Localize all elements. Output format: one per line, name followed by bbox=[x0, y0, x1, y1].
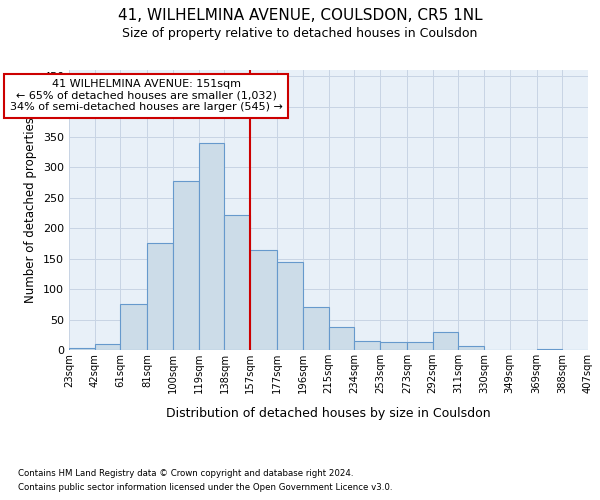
Text: Contains HM Land Registry data © Crown copyright and database right 2024.: Contains HM Land Registry data © Crown c… bbox=[18, 468, 353, 477]
Bar bbox=[303, 308, 329, 350]
Bar bbox=[69, 348, 95, 350]
Bar bbox=[458, 346, 484, 350]
Bar bbox=[148, 244, 173, 350]
Text: Distribution of detached houses by size in Coulsdon: Distribution of detached houses by size … bbox=[166, 408, 491, 420]
Bar bbox=[199, 143, 224, 350]
Text: Size of property relative to detached houses in Coulsdon: Size of property relative to detached ho… bbox=[122, 28, 478, 40]
Text: Contains public sector information licensed under the Open Government Licence v3: Contains public sector information licen… bbox=[18, 484, 392, 492]
Bar bbox=[536, 349, 562, 350]
Bar bbox=[250, 250, 277, 350]
Text: 41, WILHELMINA AVENUE, COULSDON, CR5 1NL: 41, WILHELMINA AVENUE, COULSDON, CR5 1NL bbox=[118, 8, 482, 22]
Text: 41 WILHELMINA AVENUE: 151sqm
← 65% of detached houses are smaller (1,032)
34% of: 41 WILHELMINA AVENUE: 151sqm ← 65% of de… bbox=[10, 79, 283, 112]
Bar bbox=[407, 342, 433, 350]
Bar bbox=[329, 328, 354, 350]
Bar bbox=[95, 344, 121, 350]
Bar bbox=[433, 332, 458, 350]
Bar bbox=[224, 215, 250, 350]
Bar bbox=[121, 304, 148, 350]
Bar bbox=[380, 342, 407, 350]
Bar bbox=[173, 181, 199, 350]
Bar bbox=[354, 341, 380, 350]
Y-axis label: Number of detached properties: Number of detached properties bbox=[25, 117, 37, 303]
Bar bbox=[277, 262, 303, 350]
